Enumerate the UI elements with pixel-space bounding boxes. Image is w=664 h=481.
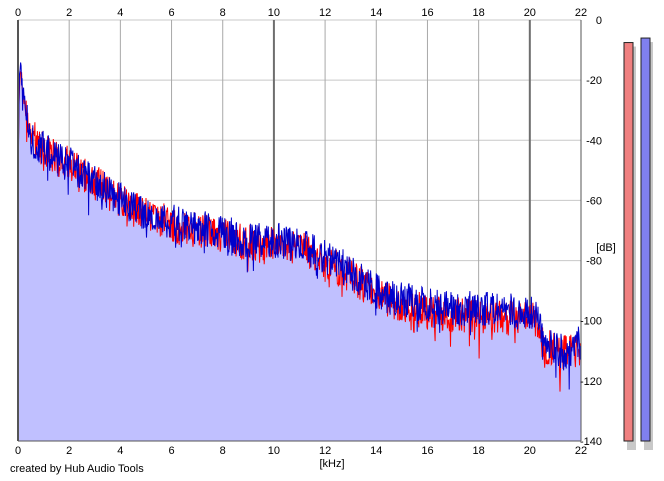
x-axis-label: [kHz] xyxy=(319,458,344,470)
spectrum-area xyxy=(18,71,581,441)
y-tick-label: -120 xyxy=(580,376,602,388)
x-tick-label-top: 2 xyxy=(66,7,72,19)
x-tick-label-top: 6 xyxy=(168,7,174,19)
x-tick-label-top: 8 xyxy=(220,7,226,19)
axes xyxy=(17,20,582,442)
x-tick-label-bottom: 0 xyxy=(15,445,21,457)
y-tick-label: -100 xyxy=(580,316,602,328)
x-tick-label-bottom: 12 xyxy=(319,445,331,457)
x-tick-label-top: 14 xyxy=(370,7,382,19)
x-tick-label-bottom: 6 xyxy=(168,445,174,457)
level-meter-right xyxy=(640,37,651,442)
credit-text: created by Hub Audio Tools xyxy=(10,463,144,475)
spectrum-series xyxy=(17,62,582,392)
y-tick-label: -80 xyxy=(586,256,602,268)
x-tick-label-top: 4 xyxy=(117,7,123,19)
level-meters xyxy=(623,37,653,451)
tick-labels: 002244668810101212141416161818202022220-… xyxy=(15,7,602,457)
x-tick-label-top: 22 xyxy=(575,7,587,19)
x-tick-label-top: 10 xyxy=(268,7,280,19)
y-tick-label: -60 xyxy=(586,195,602,207)
x-tick-label-bottom: 4 xyxy=(117,445,123,457)
x-tick-label-top: 18 xyxy=(473,7,485,19)
series-line-right xyxy=(17,62,582,390)
y-axis-label: [dB] xyxy=(596,242,616,254)
x-tick-label-bottom: 10 xyxy=(268,445,280,457)
x-tick-label-top: 12 xyxy=(319,7,331,19)
y-tick-label: -20 xyxy=(586,75,602,87)
x-tick-label-top: 0 xyxy=(15,7,21,19)
y-tick-label: 0 xyxy=(596,15,602,27)
y-tick-label: -140 xyxy=(580,436,602,448)
x-tick-label-bottom: 16 xyxy=(421,445,433,457)
level-meter-left xyxy=(623,42,634,442)
x-tick-label-bottom: 20 xyxy=(524,445,536,457)
x-tick-label-bottom: 8 xyxy=(220,445,226,457)
x-tick-label-top: 16 xyxy=(421,7,433,19)
x-tick-label-bottom: 18 xyxy=(473,445,485,457)
x-tick-label-top: 20 xyxy=(524,7,536,19)
x-tick-label-bottom: 22 xyxy=(575,445,587,457)
x-tick-label-bottom: 2 xyxy=(66,445,72,457)
spectrum-fill xyxy=(18,71,581,441)
y-tick-label: -40 xyxy=(586,135,602,147)
x-tick-label-bottom: 14 xyxy=(370,445,382,457)
